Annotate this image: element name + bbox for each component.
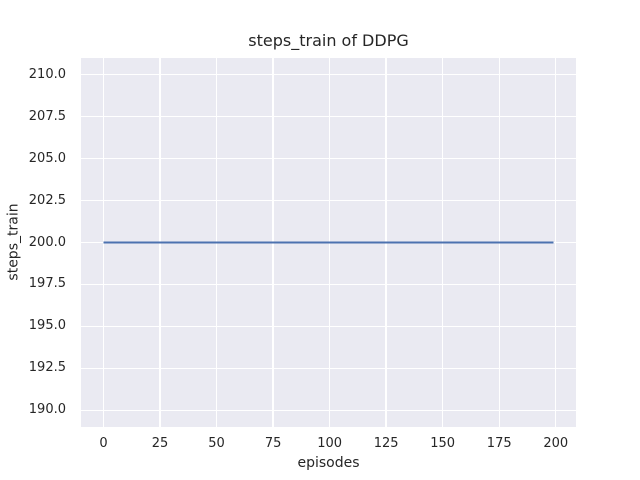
y-tick-label: 197.5 [28,276,66,292]
gridline-horizontal [81,116,576,118]
y-tick-label: 202.5 [28,192,66,208]
x-tick-label: 200 [543,436,569,451]
x-tick-label: 175 [486,436,512,451]
gridline-horizontal [81,157,576,160]
y-tick-label: 210.0 [28,66,66,82]
chart-title: steps_train of DDPG [248,31,409,50]
x-tick-label: 150 [430,436,456,451]
y-tick-label: 192.5 [28,360,66,376]
y-tick-label: 205.0 [28,150,66,166]
y-tick-label: 190.0 [28,402,66,418]
data-lines [103,241,554,244]
y-tick-label: 207.5 [28,108,66,124]
gridline-horizontal [81,74,576,76]
x-tick-label: 50 [208,436,225,451]
gridline-horizontal [81,283,576,286]
y-tick-label: 200.0 [28,234,66,250]
plot-area [81,58,576,427]
gridline-horizontal [81,409,576,411]
x-tick-label: 100 [317,436,343,451]
x-tick-label: 25 [151,436,169,451]
gridline-horizontal [81,367,576,369]
y-tick-label: 195.0 [28,318,66,334]
x-tick-label: 125 [373,436,399,451]
gridline-horizontal [81,199,576,202]
x-axis-label: episodes [297,455,360,471]
x-tick-label: 75 [264,436,282,451]
gridline-horizontal [81,325,576,328]
x-tick-label: 0 [99,436,108,451]
